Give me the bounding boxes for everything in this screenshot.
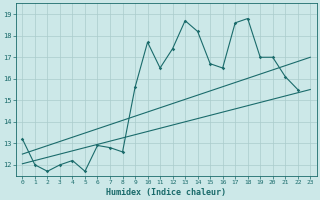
X-axis label: Humidex (Indice chaleur): Humidex (Indice chaleur) xyxy=(106,188,226,197)
